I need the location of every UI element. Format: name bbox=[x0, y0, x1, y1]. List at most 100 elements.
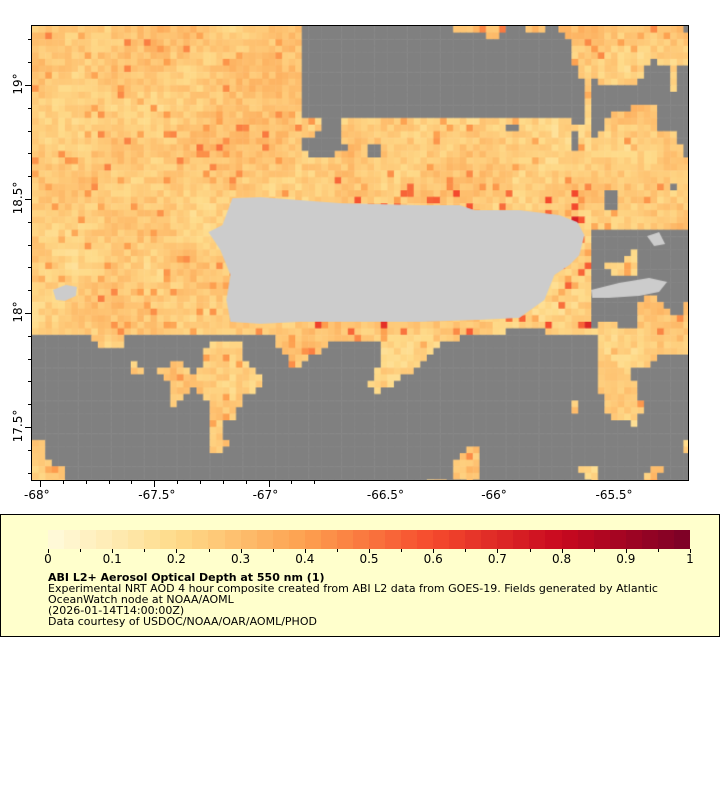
lon-tick bbox=[268, 481, 270, 487]
colorbar-band bbox=[609, 530, 626, 549]
legend-panel: 0 0.1 0.2 0.3 0.4 0.5 0.6 0.7 0.8 0.9 1 ABI L2+ Ae… bbox=[0, 514, 720, 637]
lat-tick-label: 17.5° bbox=[11, 409, 25, 443]
legend-title: ABI L2+ Aerosol Optical Depth at 550 nm … bbox=[48, 571, 325, 584]
colorbar-band bbox=[80, 530, 97, 549]
legend-description: Experimental NRT AOD 4 hour composite cr… bbox=[48, 582, 658, 595]
colorbar-band bbox=[96, 530, 113, 549]
colorbar-band bbox=[208, 530, 225, 549]
aod-map bbox=[31, 25, 689, 481]
lat-tick bbox=[28, 449, 31, 451]
colorbar-band bbox=[304, 530, 321, 549]
colorbar-band bbox=[48, 530, 65, 549]
colorbar-band bbox=[192, 530, 209, 549]
colorbar-label: 0.9 bbox=[616, 552, 636, 566]
lat-tick bbox=[28, 358, 31, 360]
colorbar-band bbox=[545, 530, 562, 549]
lon-tick bbox=[40, 481, 41, 487]
colorbar-tick bbox=[465, 549, 467, 552]
colorbar-band bbox=[160, 530, 177, 549]
lat-tick bbox=[25, 85, 31, 86]
lon-tick-label: -66° bbox=[481, 488, 507, 502]
colorbar-band bbox=[112, 530, 129, 549]
lat-tick bbox=[28, 39, 31, 41]
colorbar-label: 0.7 bbox=[487, 552, 507, 566]
lat-tick bbox=[28, 335, 31, 337]
lon-tick bbox=[85, 481, 87, 484]
colorbar-band bbox=[529, 530, 546, 549]
colorbar-tick bbox=[433, 549, 435, 553]
colorbar-band bbox=[657, 530, 674, 549]
lon-tick-label: -67.5° bbox=[138, 488, 176, 502]
colorbar-tick bbox=[112, 549, 114, 553]
colorbar-tick bbox=[657, 549, 659, 552]
colorbar-band bbox=[128, 530, 145, 549]
colorbar-tick bbox=[593, 549, 595, 552]
colorbar-band bbox=[577, 530, 594, 549]
lat-tick bbox=[25, 199, 31, 200]
colorbar-band bbox=[176, 530, 193, 549]
lon-tick-label: -68° bbox=[24, 488, 50, 502]
colorbar-tick bbox=[529, 549, 531, 552]
lon-tick bbox=[62, 481, 64, 484]
lat-tick-label: 18.5° bbox=[11, 181, 25, 215]
lon-tick bbox=[131, 481, 133, 484]
colorbar-band bbox=[240, 530, 257, 549]
colorbar-band bbox=[288, 530, 305, 549]
colorbar-band bbox=[417, 530, 434, 549]
lon-tick-label: -66.5° bbox=[366, 488, 404, 502]
lat-tick bbox=[28, 62, 31, 64]
lon-tick bbox=[108, 481, 110, 484]
colorbar-label: 0.5 bbox=[359, 552, 379, 566]
lat-tick bbox=[28, 107, 31, 109]
colorbar-tick bbox=[401, 549, 403, 552]
colorbar-label: 0.2 bbox=[166, 552, 186, 566]
colorbar-band bbox=[465, 530, 482, 549]
lat-tick bbox=[28, 404, 31, 406]
legend-description-cont: OceanWatch node at NOAA/AOML bbox=[48, 593, 234, 606]
lon-tick-label: -67° bbox=[252, 488, 279, 502]
colorbar-tick bbox=[144, 549, 146, 552]
colorbar-tick bbox=[690, 549, 691, 553]
colorbar-tick bbox=[208, 549, 210, 552]
colorbar-band bbox=[497, 530, 514, 549]
colorbar-band bbox=[481, 530, 498, 549]
lat-tick bbox=[25, 313, 31, 314]
colorbar-band bbox=[368, 530, 385, 549]
colorbar-tick bbox=[80, 549, 82, 552]
colorbar-tick bbox=[48, 549, 49, 553]
colorbar-band bbox=[352, 530, 369, 549]
colorbar-label: 0.3 bbox=[231, 552, 251, 566]
lat-tick-label: 18° bbox=[11, 301, 25, 323]
colorbar-band bbox=[449, 530, 466, 549]
lat-tick bbox=[28, 221, 31, 223]
lat-tick bbox=[28, 244, 31, 246]
lat-tick bbox=[28, 130, 31, 132]
colorbar-band bbox=[384, 530, 402, 549]
colorbar-tick bbox=[369, 549, 370, 553]
lat-tick bbox=[28, 267, 31, 269]
colorbar-tick bbox=[176, 549, 178, 553]
lon-tick bbox=[154, 481, 156, 487]
colorbar-band bbox=[64, 530, 81, 549]
lat-tick bbox=[28, 290, 31, 292]
colorbar-tick bbox=[625, 549, 627, 553]
lat-tick bbox=[28, 176, 31, 178]
colorbar-band bbox=[433, 530, 450, 549]
colorbar-tick bbox=[497, 549, 499, 553]
colorbar-band bbox=[336, 530, 353, 549]
colorbar-label: 0 bbox=[44, 552, 52, 566]
colorbar-label: 0.1 bbox=[102, 552, 122, 566]
colorbar-label: 0.8 bbox=[552, 552, 572, 566]
colorbar-band bbox=[256, 530, 273, 549]
colorbar-tick bbox=[336, 549, 338, 552]
lon-tick bbox=[314, 481, 316, 484]
colorbar-tick bbox=[304, 549, 306, 553]
lon-tick bbox=[291, 481, 293, 484]
colorbar-band bbox=[224, 530, 241, 549]
legend-credit: Data courtesy of USDOC/NOAA/OAR/AOML/PHO… bbox=[48, 615, 317, 628]
colorbar-tick bbox=[561, 549, 563, 553]
lon-tick-label: -65.5° bbox=[595, 488, 633, 502]
lat-tick bbox=[25, 427, 31, 428]
colorbar-band bbox=[144, 530, 161, 549]
colorbar-tick bbox=[240, 549, 242, 553]
